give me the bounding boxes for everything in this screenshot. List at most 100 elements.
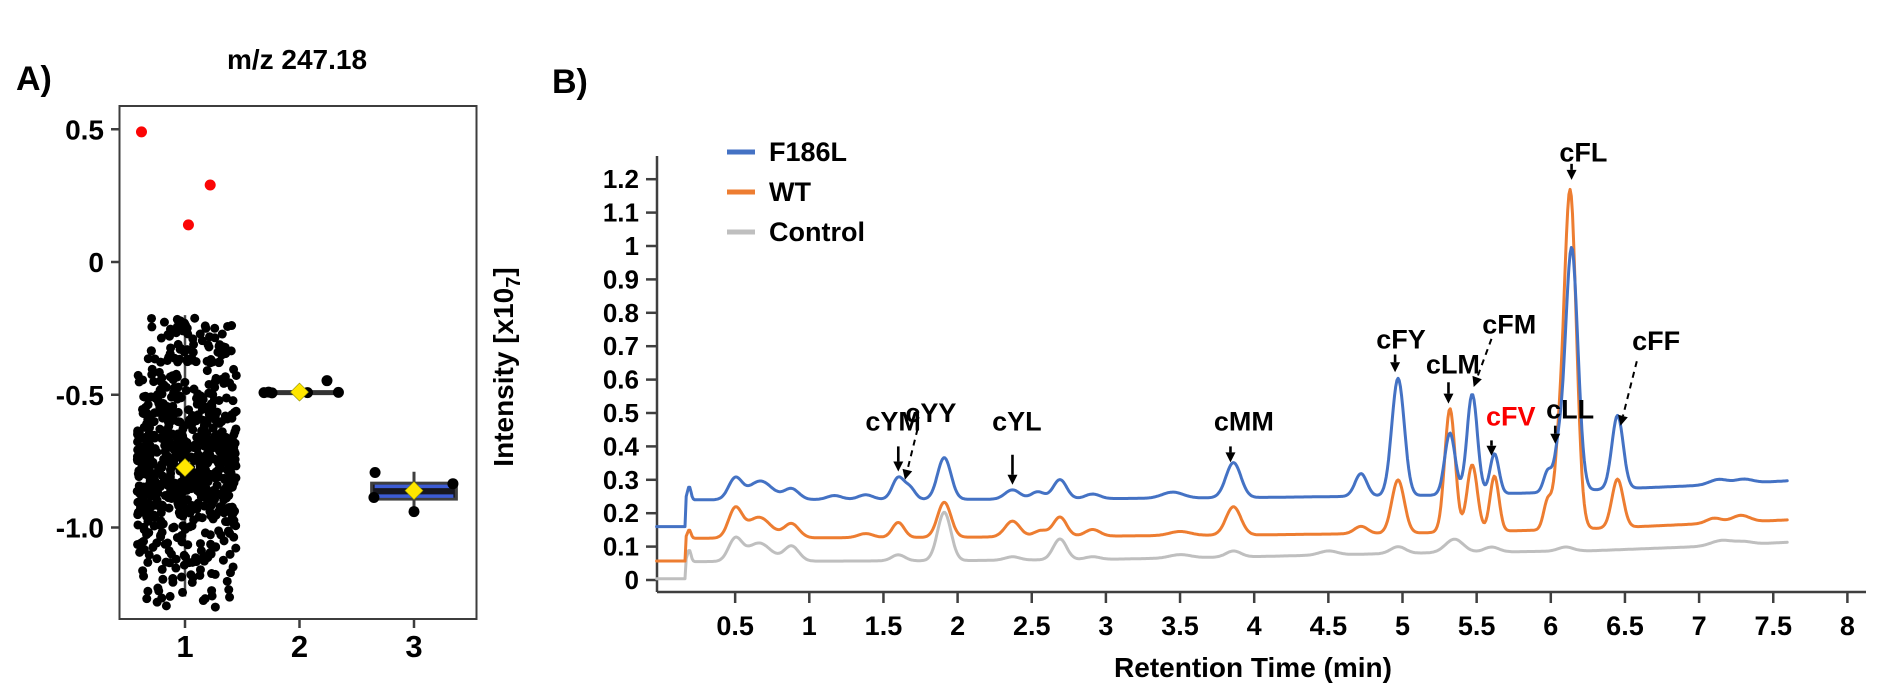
scatter-point <box>143 557 153 567</box>
peak-arrow-head <box>1472 375 1482 387</box>
scatter-point <box>195 329 205 339</box>
scatter-point <box>175 417 185 427</box>
scatter-point <box>178 475 188 485</box>
group2-point <box>266 387 278 399</box>
scatter-point <box>153 583 163 593</box>
b-y-tick-label: 0.4 <box>603 431 640 461</box>
scatter-point <box>187 442 197 452</box>
scatter-point <box>214 465 224 475</box>
scatter-point <box>211 542 221 552</box>
scatter-point <box>223 435 233 445</box>
scatter-point <box>143 516 153 526</box>
b-x-axis-title: Retention Time (min) <box>1114 652 1392 683</box>
b-y-tick-label: 0.3 <box>603 465 639 495</box>
scatter-point <box>139 536 149 546</box>
scatter-point <box>142 457 152 467</box>
scatter-point <box>224 585 234 595</box>
scatter-point <box>155 482 165 492</box>
scatter-point <box>140 391 150 401</box>
group3-point <box>369 467 381 479</box>
b-y-tick-label: 0.9 <box>603 264 639 294</box>
scatter-point <box>176 448 186 458</box>
b-x-tick-label: 5.5 <box>1458 611 1496 641</box>
group3-point <box>447 478 459 490</box>
scatter-point <box>139 469 149 479</box>
scatter-point <box>210 323 220 333</box>
panel-a-axes: 0.5 0 -0.5 -1.0 1 2 3 <box>56 105 478 664</box>
scatter-point <box>177 537 187 547</box>
scatter-point <box>186 452 196 462</box>
scatter-point <box>186 570 196 580</box>
scatter-point <box>159 317 169 327</box>
scatter-point <box>229 516 239 526</box>
scatter-point <box>175 354 185 364</box>
scatter-point <box>173 339 183 349</box>
peak-label: cFF <box>1632 326 1680 356</box>
scatter-point <box>163 538 173 548</box>
scatter-point <box>207 586 217 596</box>
scatter-point <box>184 482 194 492</box>
scatter-point <box>176 430 186 440</box>
scatter-point <box>214 341 224 351</box>
scatter-point <box>220 507 230 517</box>
scatter-point <box>204 453 214 463</box>
scatter-point <box>143 586 153 596</box>
peak-annotation-cff: cFF <box>1618 326 1680 426</box>
scatter-point <box>204 342 214 352</box>
scatter-point <box>166 549 176 559</box>
panel-a: A) m/z 247.18 0.5 0 -0.5 -1.0 1 2 3 <box>16 44 478 664</box>
scatter-point <box>206 355 216 365</box>
scatter-point <box>155 376 165 386</box>
scatter-point <box>139 525 149 535</box>
b-x-tick-label: 7.5 <box>1754 611 1792 641</box>
a-x-tick-label: 3 <box>405 629 422 664</box>
scatter-point <box>193 478 203 488</box>
scatter-point <box>149 416 159 426</box>
scatter-point <box>198 394 208 404</box>
peak-label: cYM <box>865 406 921 436</box>
scatter-point <box>214 395 224 405</box>
scatter-point <box>190 313 200 323</box>
peak-label: cFY <box>1376 325 1426 355</box>
scatter-point <box>143 486 153 496</box>
a-y-tick-label: 0.5 <box>65 114 104 145</box>
scatter-point <box>178 587 188 597</box>
scatter-point <box>180 377 190 387</box>
scatter-point <box>203 553 213 563</box>
scatter-point <box>203 492 213 502</box>
b-y-tick-label: 0.1 <box>603 532 639 562</box>
scatter-point <box>223 526 233 536</box>
b-y-axis-title: Intensity [x107] <box>488 267 525 466</box>
scatter-point <box>189 384 199 394</box>
scatter-point <box>221 493 231 503</box>
legend-label: Control <box>769 217 865 247</box>
legend-label: WT <box>769 177 811 207</box>
a-x-tick-label: 1 <box>176 629 193 664</box>
scatter-point <box>133 520 143 530</box>
b-x-tick-label: 5 <box>1395 611 1410 641</box>
scatter-point <box>202 418 212 428</box>
b-y-axis-title-main: Intensity [x10 <box>488 288 519 467</box>
panel-b: B) Retention Time (min) Intensity [x107]… <box>488 63 1866 683</box>
scatter-point <box>192 393 202 403</box>
scatter-point <box>160 491 170 501</box>
scatter-point <box>164 352 174 362</box>
scatter-point <box>185 522 195 532</box>
scatter-point <box>220 411 230 421</box>
scatter-point <box>202 428 212 438</box>
b-y-tick-label: 0.2 <box>603 498 639 528</box>
scatter-point <box>142 594 152 604</box>
b-y-tick-label: 1.1 <box>603 198 639 228</box>
red-outlier-point <box>182 219 194 231</box>
scatter-point <box>161 601 171 611</box>
group3-point <box>368 491 380 503</box>
scatter-point <box>177 530 187 540</box>
b-x-tick-label: 0.5 <box>716 611 754 641</box>
scatter-point <box>188 425 198 435</box>
scatter-point <box>230 460 240 470</box>
peak-arrow-head <box>1390 362 1401 373</box>
panel-a-title: m/z 247.18 <box>227 44 367 75</box>
scatter-point <box>152 554 162 564</box>
